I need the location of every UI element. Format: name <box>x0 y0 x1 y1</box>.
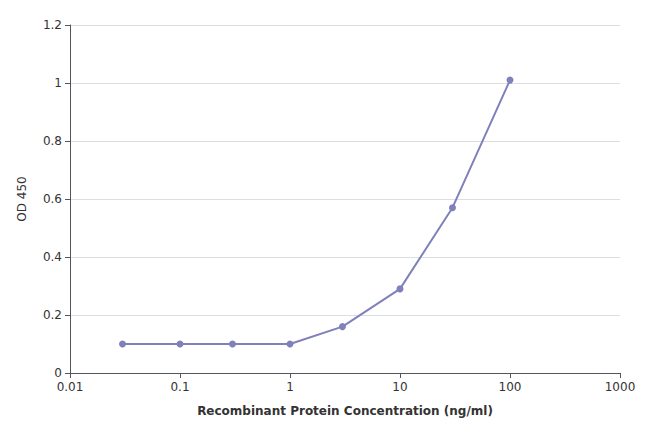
svg-text:1: 1 <box>54 76 62 90</box>
svg-text:1000: 1000 <box>605 380 636 394</box>
svg-text:10: 10 <box>392 380 407 394</box>
svg-text:Recombinant Protein Concentrat: Recombinant Protein Concentration (ng/ml… <box>197 404 493 418</box>
svg-text:0.4: 0.4 <box>43 250 62 264</box>
svg-text:0.1: 0.1 <box>170 380 189 394</box>
svg-text:0.2: 0.2 <box>43 308 62 322</box>
svg-text:0.01: 0.01 <box>57 380 84 394</box>
svg-text:0.8: 0.8 <box>43 134 62 148</box>
svg-text:100: 100 <box>499 380 522 394</box>
svg-text:0: 0 <box>54 366 62 380</box>
svg-text:1.2: 1.2 <box>43 18 62 32</box>
svg-text:1: 1 <box>286 380 294 394</box>
svg-text:OD 450: OD 450 <box>15 176 29 221</box>
svg-text:0.6: 0.6 <box>43 192 62 206</box>
